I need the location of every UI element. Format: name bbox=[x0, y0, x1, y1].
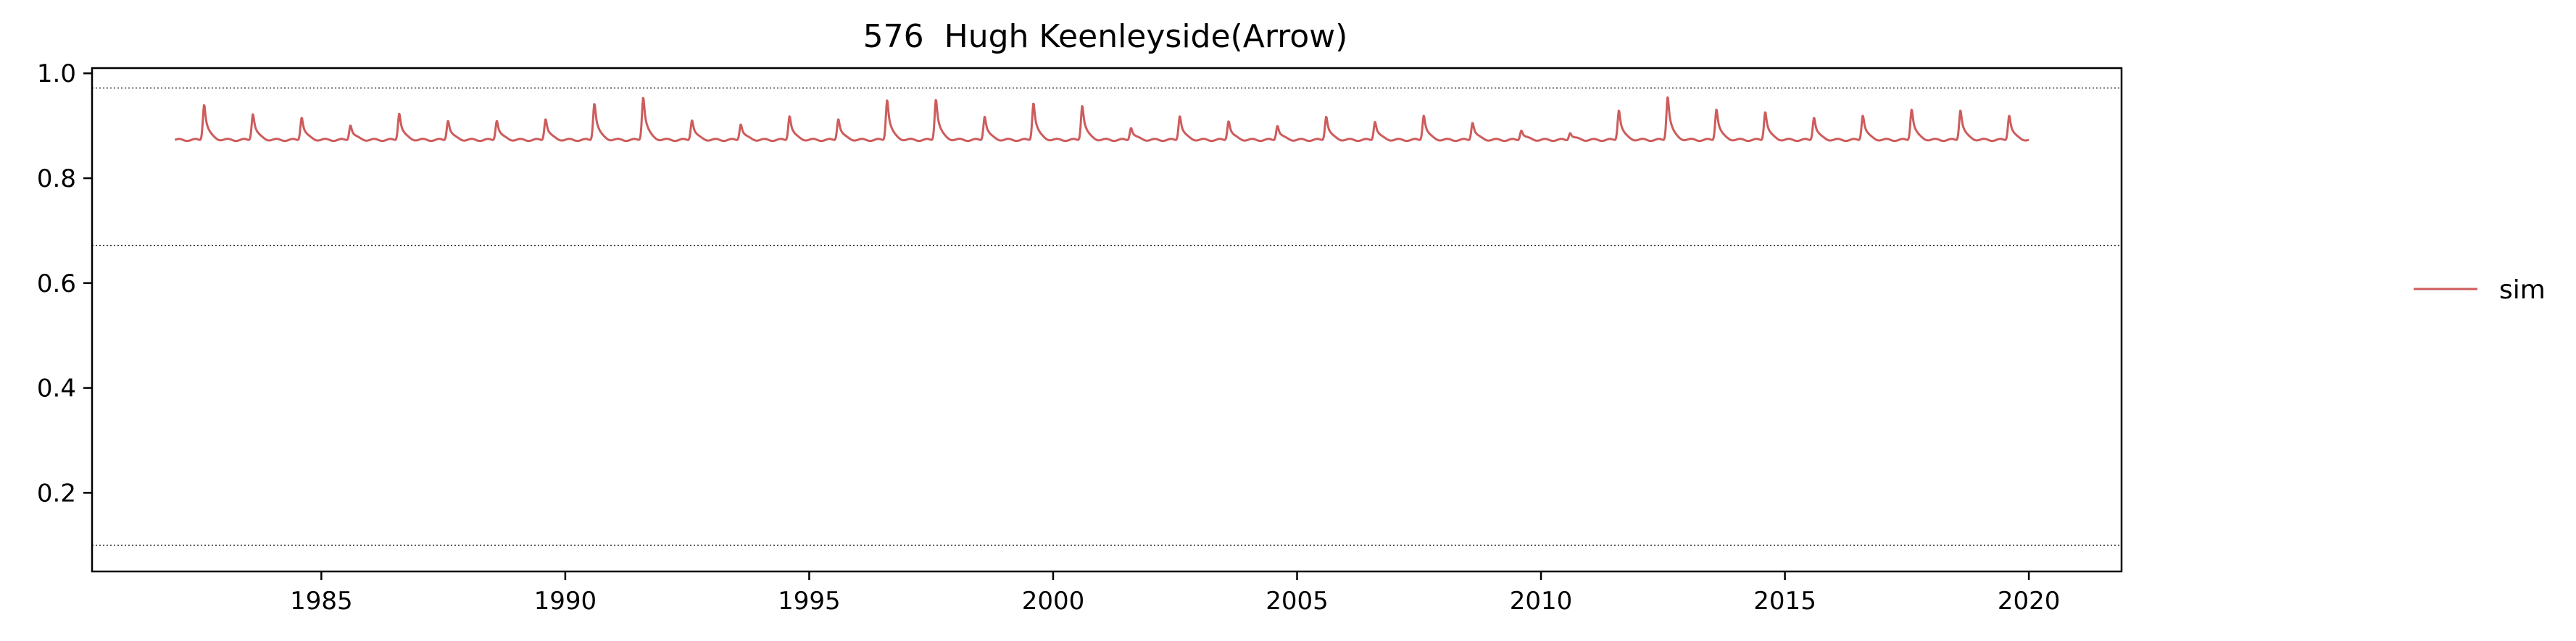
chart-title: 576 Hugh Keenleyside(Arrow) bbox=[863, 18, 1348, 55]
x-tick-label: 1995 bbox=[778, 587, 841, 616]
y-tick-label: 0.6 bbox=[37, 269, 76, 298]
y-tick-label: 0.8 bbox=[37, 164, 76, 193]
y-tick-label: 1.0 bbox=[37, 59, 76, 88]
x-tick-label: 2000 bbox=[1022, 587, 1085, 616]
legend-label-sim: sim bbox=[2499, 275, 2546, 305]
x-tick-label: 2015 bbox=[1753, 587, 1816, 616]
x-tick-label: 2005 bbox=[1266, 587, 1329, 616]
x-tick-label: 1990 bbox=[534, 587, 597, 616]
x-tick-label: 2010 bbox=[1510, 587, 1573, 616]
x-tick-label: 2020 bbox=[1998, 587, 2061, 616]
x-tick-label: 1985 bbox=[290, 587, 353, 616]
y-tick-label: 0.4 bbox=[37, 374, 76, 403]
y-tick-label: 0.2 bbox=[37, 479, 76, 508]
